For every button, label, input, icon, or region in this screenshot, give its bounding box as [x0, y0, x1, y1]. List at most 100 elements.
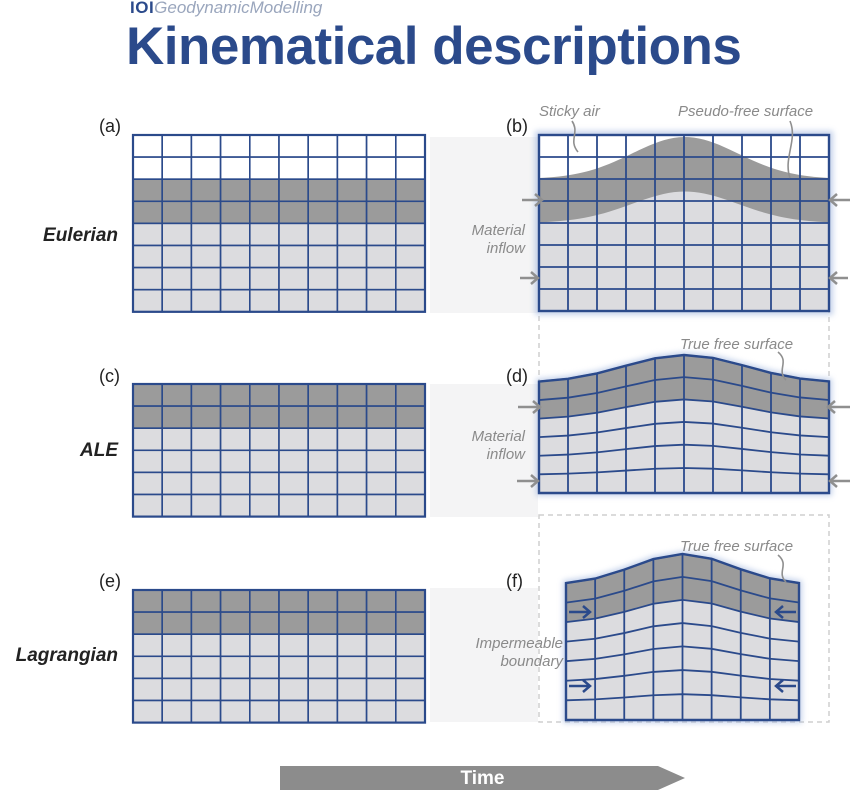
arrow-head: [774, 605, 784, 619]
row-label-lagrangian: Lagrangian: [15, 645, 118, 666]
true-free-surface-label-f: True free surface: [680, 538, 794, 555]
grid-cell: [365, 633, 397, 658]
grid-cell: [161, 288, 193, 313]
grid-cell: [132, 449, 164, 474]
impermeable-arrow-left-top: [569, 605, 592, 619]
grid-cell: [336, 222, 368, 247]
grid-cell: [307, 493, 339, 518]
grid-cell: [365, 266, 397, 291]
grid-cell: [307, 427, 339, 452]
grid-cell: [161, 178, 193, 203]
grid-cell: [190, 200, 222, 225]
inflow-arrow-right-top: [826, 400, 850, 414]
grid-cell: [190, 611, 222, 635]
grid-cell: [365, 200, 397, 225]
grid-cell: [307, 699, 339, 724]
grid-cell: [219, 449, 251, 474]
arrow-head: [530, 271, 540, 285]
grid-cell: [278, 200, 310, 225]
grid-cell: [307, 266, 339, 291]
grid-cell: [132, 156, 164, 181]
grid-cell: [249, 244, 280, 269]
grid-cell: [132, 405, 164, 430]
grid-cell: [365, 383, 397, 407]
arrow-head: [582, 679, 592, 693]
grid-cell: [365, 427, 397, 452]
grid-cell: [278, 288, 310, 313]
grid-cell: [249, 449, 280, 474]
grid-cell: [249, 200, 280, 225]
true-free-surface-label-d: True free surface: [680, 336, 794, 353]
grid-cell: [307, 244, 339, 269]
row-label-eulerian: Eulerian: [43, 225, 118, 246]
grid-cell: [365, 655, 397, 680]
grid-cell: [190, 427, 222, 452]
grid-cell: [365, 699, 397, 724]
arrow-head: [828, 271, 838, 285]
impermeable-line1: Impermeable: [475, 635, 563, 652]
grid-cell: [219, 655, 251, 680]
grid-cell: [307, 134, 339, 158]
grid-cell: [336, 427, 368, 452]
grid-cell: [278, 493, 310, 518]
grid-cell: [336, 611, 368, 635]
inflow-arrow-left-top: [522, 193, 544, 207]
pseudo-free-surface-label: Pseudo-free surface: [678, 103, 814, 120]
grid-cell: [190, 288, 222, 313]
grid-cell: [190, 471, 222, 496]
grid-cell: [278, 383, 310, 407]
material-inflow-label-b: Material inflow: [472, 222, 525, 258]
grid-border: [131, 133, 427, 313]
grid-cell: [219, 611, 251, 635]
arrow-head: [582, 605, 592, 619]
brand: IOIGeodynamicModelling: [130, 0, 322, 18]
inflow-arrow-left-bottom: [520, 271, 540, 285]
grid-cell: [307, 156, 339, 181]
grid-cell: [161, 589, 193, 613]
grid-cell: [278, 589, 310, 613]
grid-cell: [219, 493, 251, 518]
grid-cell: [161, 222, 193, 247]
grid-cell: [394, 383, 426, 407]
grid-cell: [336, 383, 368, 407]
brand-name: GeodynamicModelling: [154, 0, 323, 17]
connector-band: [430, 588, 538, 722]
grid-cell: [132, 178, 164, 203]
grid-cell: [336, 134, 368, 158]
panel-f-lagrangian: [563, 550, 802, 723]
grid-cell: [249, 222, 280, 247]
grid-cell: [307, 405, 339, 430]
grid-cell: [394, 244, 426, 269]
grid-cell: [278, 633, 310, 658]
grid-cell: [249, 178, 280, 203]
page-title: Kinematical descriptions: [126, 17, 742, 76]
grid-cell: [219, 471, 251, 496]
grid-cell: [394, 134, 426, 158]
panel-label-b: (b): [506, 116, 528, 136]
arrow-head: [532, 400, 542, 414]
mesh-border: [537, 353, 831, 495]
grid-cell: [249, 134, 280, 158]
grid-cell: [365, 589, 397, 613]
grid-cell: [394, 493, 426, 518]
grid-cell: [278, 677, 310, 702]
grid-cell: [336, 449, 368, 474]
grid-cell: [132, 288, 164, 313]
grid-cell: [278, 178, 310, 203]
grid-cell: [190, 677, 222, 702]
grid-cell: [219, 200, 251, 225]
grid-cell: [365, 134, 397, 158]
grid-cell: [249, 288, 280, 313]
panel-label-c: (c): [99, 366, 120, 386]
mesh-border: [564, 552, 801, 722]
grid-cell: [190, 493, 222, 518]
grid-cell: [365, 156, 397, 181]
grid-cell: [161, 200, 193, 225]
grid-cell: [336, 471, 368, 496]
grid-cell: [190, 156, 222, 181]
inflow-arrow-right-top: [828, 193, 850, 207]
grid-cell: [132, 383, 164, 407]
material-inflow-line1: Material: [471, 222, 525, 239]
grid-border: [537, 133, 831, 313]
grid-cell: [278, 266, 310, 291]
